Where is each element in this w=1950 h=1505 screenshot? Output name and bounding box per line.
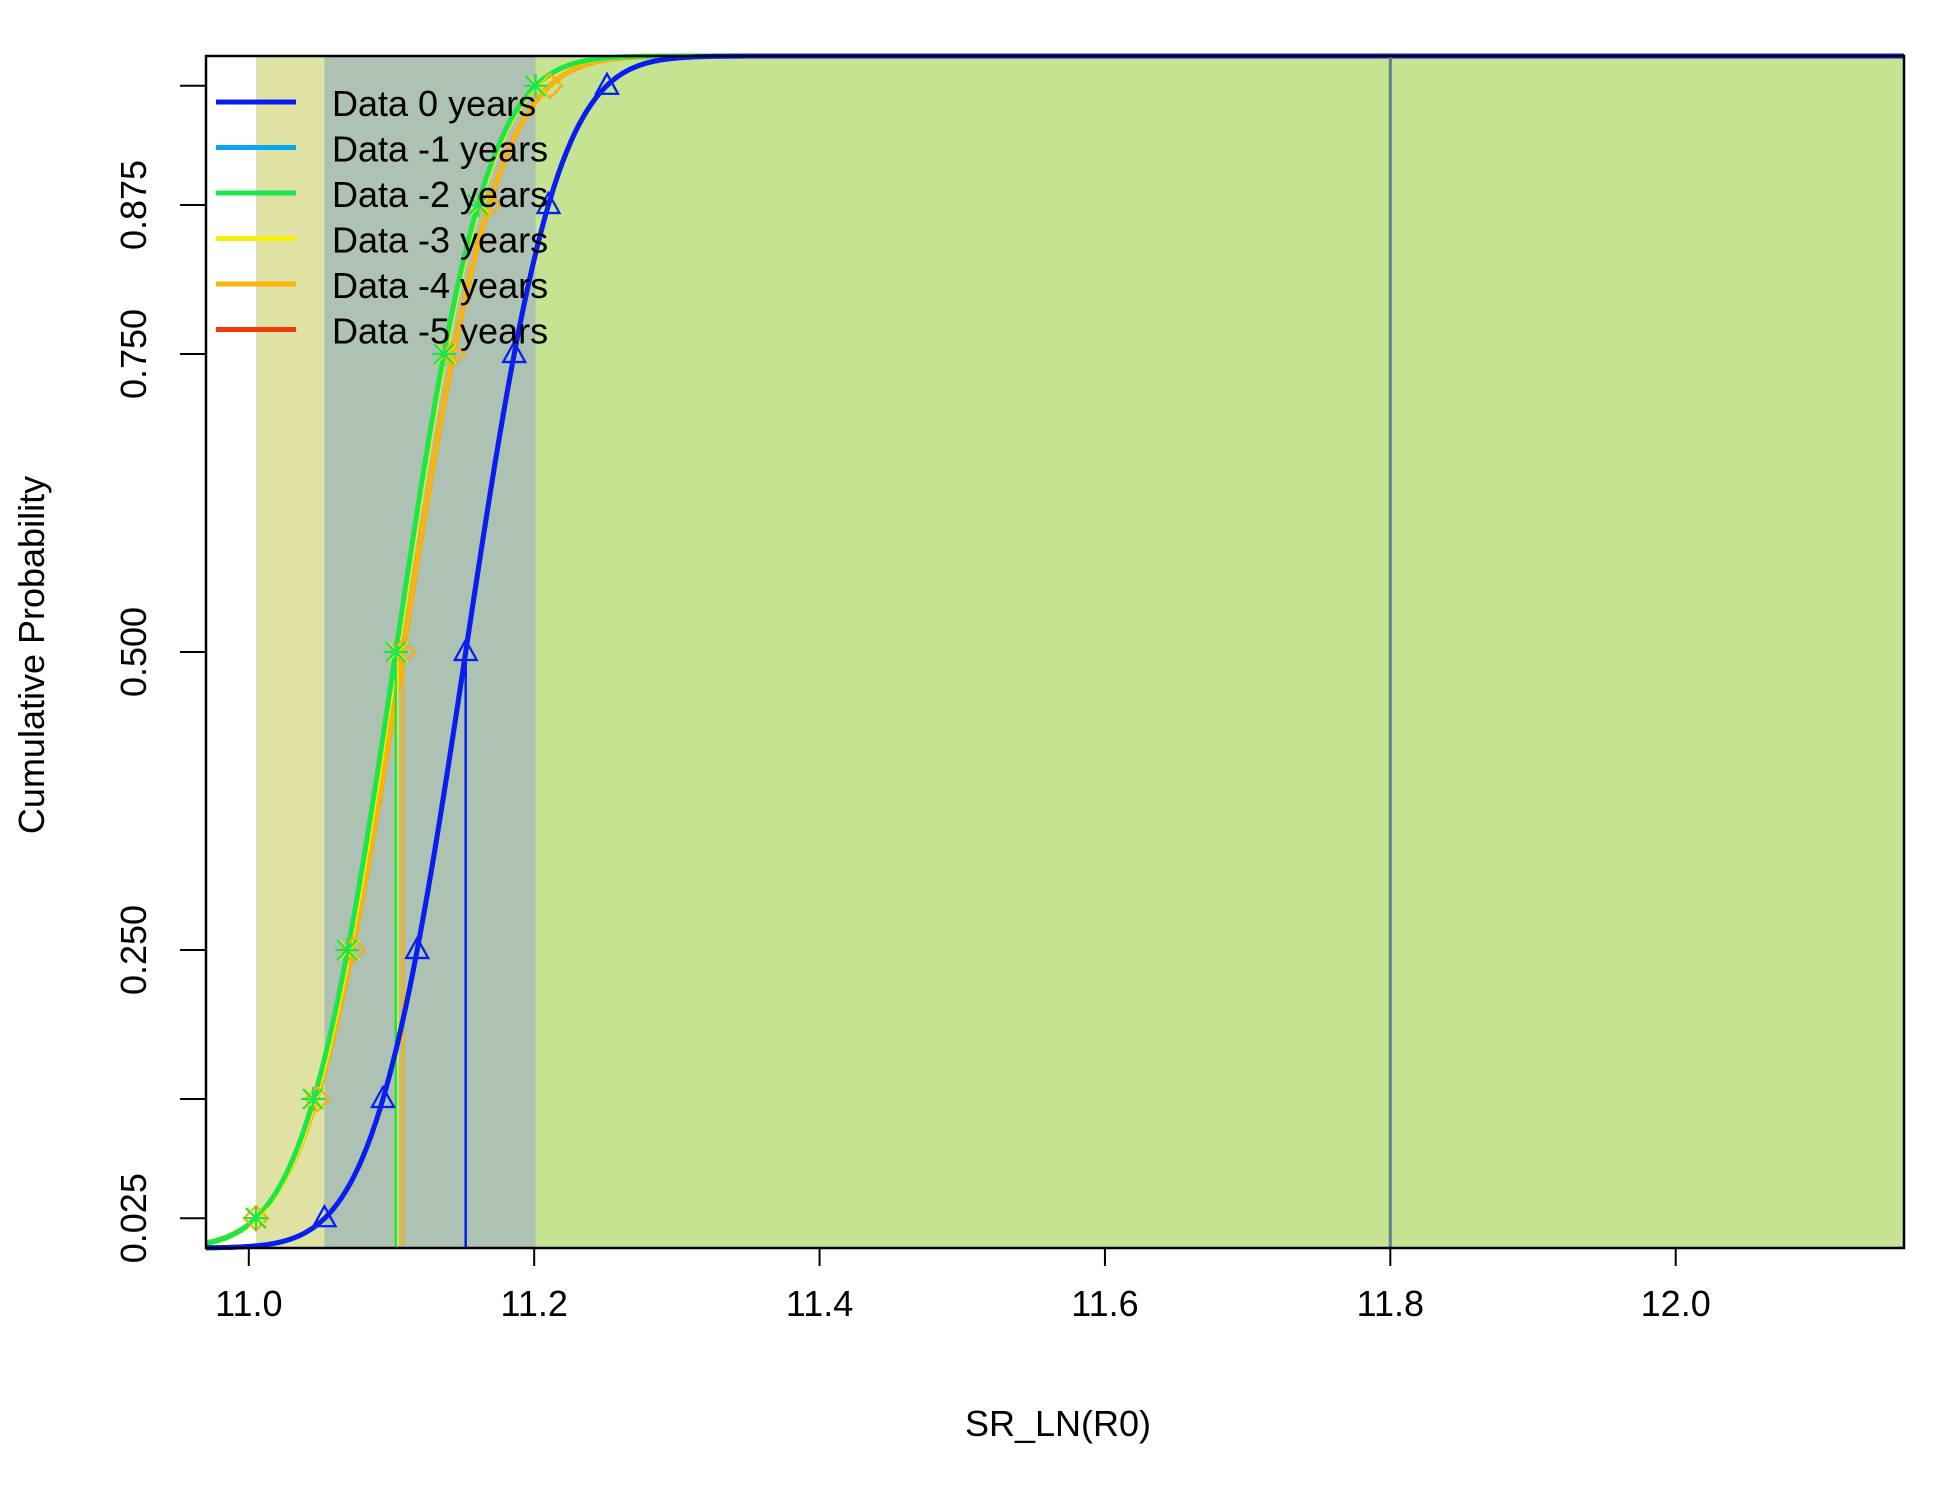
legend-label-0: Data 0 years	[332, 83, 536, 124]
y-tick-label-4: 0.750	[113, 309, 154, 399]
marker-0-2	[404, 935, 431, 960]
axes: 11.0 11.2 11.4 11.6 11.8 12.0 0.025 0.250 0.500 0…	[113, 54, 1906, 1324]
y-tick-label-5: 0.875	[113, 160, 154, 250]
legend-label-3: Data -3 years	[332, 220, 548, 261]
shade-main	[535, 56, 1904, 1248]
x-tick-label-4: 11.8	[1357, 1283, 1424, 1324]
marker-0-0	[311, 1203, 338, 1228]
marker-2-0	[243, 1206, 268, 1231]
x-tick-label-3: 11.6	[1071, 1283, 1138, 1324]
marker-2-2	[335, 938, 360, 962]
marker-2-5	[466, 193, 491, 217]
shade-upper-5	[549, 56, 607, 1248]
marker-0-3	[452, 637, 479, 662]
y-tick-label-0: 0.025	[113, 1173, 154, 1263]
marker-0-1	[370, 1084, 396, 1109]
marker-2-4	[432, 342, 457, 366]
legend-label-2: Data -2 years	[332, 174, 548, 215]
marker-2-3	[383, 640, 408, 664]
marker-2-6	[523, 73, 548, 98]
x-tick-label-0: 11.0	[215, 1283, 282, 1324]
x-axis-title: SR_LN(R0)	[965, 1403, 1151, 1444]
marker-2-1	[301, 1087, 326, 1111]
x-tick-label-5: 12.0	[1641, 1283, 1711, 1324]
legend-label-1: Data -1 years	[332, 129, 548, 170]
marker-4-5	[474, 191, 503, 219]
x-tick-label-1: 11.2	[500, 1283, 567, 1324]
y-tick-label-3: 0.500	[113, 607, 154, 697]
quantile-markers	[242, 71, 620, 1232]
marker-0-4	[501, 339, 528, 364]
marker-0-5	[535, 190, 562, 215]
y-tick-label-2: 0.250	[113, 905, 154, 995]
legend-label-4: Data -4 years	[332, 265, 548, 306]
y-axis-title: Cumulative Probability	[11, 476, 52, 834]
x-tick-label-2: 11.4	[786, 1283, 853, 1324]
marker-0-6	[594, 71, 620, 95]
legend-label-5: Data -5 years	[332, 311, 548, 352]
